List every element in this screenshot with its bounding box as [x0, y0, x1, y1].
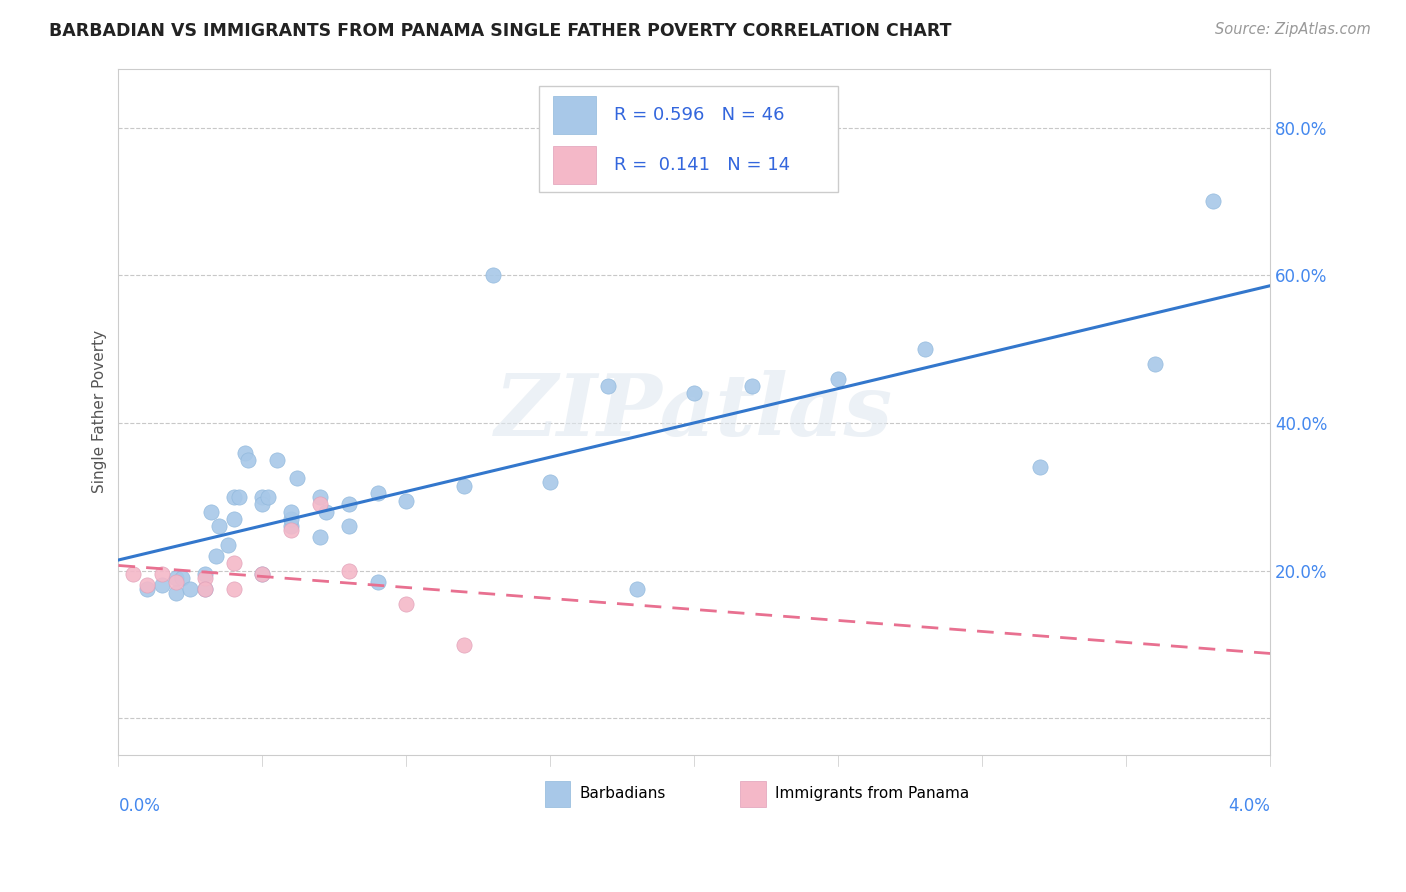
Point	[309, 490, 332, 504]
Point	[222, 512, 245, 526]
Point	[395, 493, 418, 508]
Text: R =  0.141   N = 14: R = 0.141 N = 14	[614, 156, 790, 174]
Point	[194, 571, 217, 585]
Point	[309, 531, 332, 545]
Point	[453, 479, 475, 493]
Point	[367, 574, 389, 589]
Bar	[553, 95, 596, 134]
Point	[228, 490, 250, 504]
Point	[337, 497, 360, 511]
Bar	[544, 780, 569, 807]
Point	[165, 574, 187, 589]
Point	[165, 571, 187, 585]
Point	[538, 475, 561, 489]
Bar	[741, 780, 766, 807]
Bar	[538, 86, 838, 192]
Text: BARBADIAN VS IMMIGRANTS FROM PANAMA SINGLE FATHER POVERTY CORRELATION CHART: BARBADIAN VS IMMIGRANTS FROM PANAMA SING…	[49, 22, 952, 40]
Text: 4.0%: 4.0%	[1229, 797, 1271, 814]
Point	[453, 638, 475, 652]
Point	[266, 453, 288, 467]
Point	[252, 567, 274, 582]
Point	[482, 268, 505, 283]
Point	[170, 571, 193, 585]
Point	[1029, 460, 1052, 475]
Point	[337, 519, 360, 533]
Point	[222, 490, 245, 504]
Point	[205, 549, 228, 563]
Point	[285, 471, 308, 485]
Point	[280, 523, 302, 537]
Point	[165, 586, 187, 600]
Point	[280, 505, 302, 519]
Text: Barbadians: Barbadians	[579, 787, 665, 801]
Point	[280, 519, 302, 533]
Point	[596, 379, 619, 393]
Point	[1202, 194, 1225, 209]
Point	[252, 497, 274, 511]
Point	[252, 490, 274, 504]
Point	[136, 582, 159, 597]
Point	[626, 582, 648, 597]
Point	[367, 486, 389, 500]
Point	[179, 582, 201, 597]
Text: Immigrants from Panama: Immigrants from Panama	[775, 787, 969, 801]
Point	[222, 582, 245, 597]
Point	[194, 582, 217, 597]
Point	[200, 505, 222, 519]
Point	[683, 386, 706, 401]
Point	[337, 564, 360, 578]
Point	[194, 567, 217, 582]
Text: 0.0%: 0.0%	[118, 797, 160, 814]
Point	[217, 538, 239, 552]
Point	[121, 567, 143, 582]
Point	[257, 490, 280, 504]
Point	[741, 379, 763, 393]
Point	[208, 519, 231, 533]
Point	[280, 512, 302, 526]
Point	[1144, 357, 1167, 371]
Point	[309, 497, 332, 511]
Point	[315, 505, 337, 519]
Point	[150, 578, 173, 592]
Text: ZIPatlas: ZIPatlas	[495, 370, 893, 454]
Point	[194, 582, 217, 597]
Y-axis label: Single Father Poverty: Single Father Poverty	[93, 330, 107, 493]
Text: R = 0.596   N = 46: R = 0.596 N = 46	[614, 106, 785, 124]
Text: Source: ZipAtlas.com: Source: ZipAtlas.com	[1215, 22, 1371, 37]
Point	[827, 372, 849, 386]
Point	[236, 453, 259, 467]
Point	[395, 597, 418, 611]
Point	[222, 557, 245, 571]
Point	[136, 578, 159, 592]
Point	[233, 445, 256, 459]
Bar	[553, 146, 596, 184]
Point	[914, 342, 936, 356]
Point	[150, 567, 173, 582]
Point	[252, 567, 274, 582]
